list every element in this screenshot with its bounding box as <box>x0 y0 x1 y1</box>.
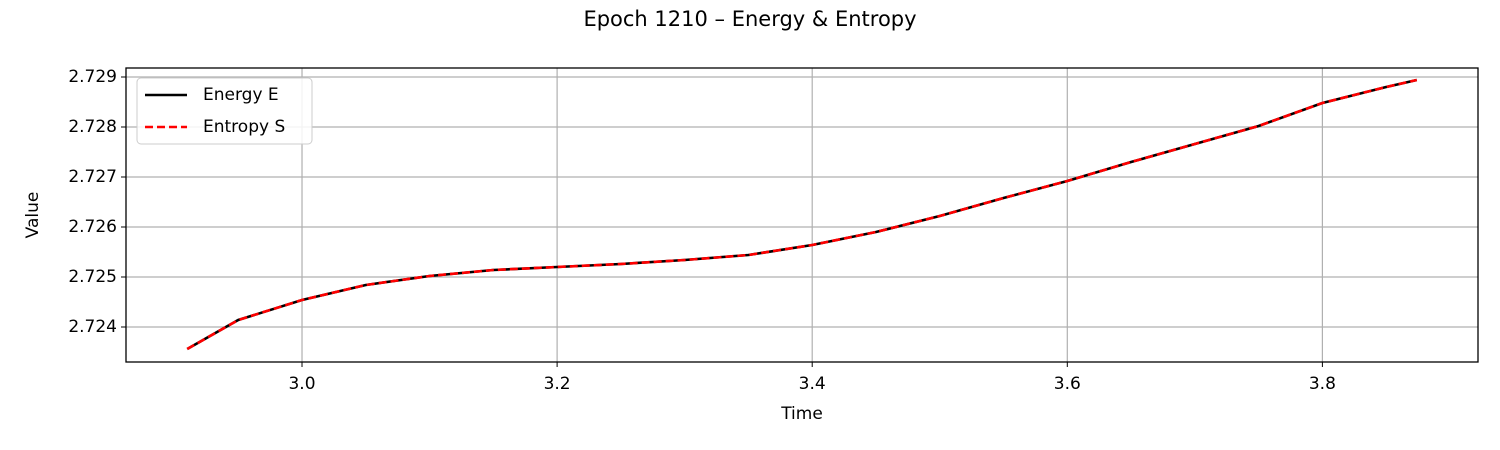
chart-title: Epoch 1210 – Energy & Entropy <box>583 7 916 31</box>
x-tick-label: 3.0 <box>288 374 315 394</box>
y-tick-label: 2.726 <box>68 217 117 237</box>
legend-label: Energy E <box>203 85 279 105</box>
y-tick-label: 2.728 <box>68 117 117 137</box>
x-tick-label: 3.6 <box>1054 374 1081 394</box>
plot-frame <box>125 67 1479 363</box>
data-line <box>186 78 1418 351</box>
y-tick-label: 2.729 <box>68 67 117 87</box>
y-tick-label: 2.727 <box>68 167 117 187</box>
y-tick-label: 2.724 <box>68 317 117 337</box>
y-axis-label: Value <box>23 192 43 239</box>
legend-label: Entropy S <box>203 117 285 137</box>
x-tick-label: 3.8 <box>1309 374 1336 394</box>
x-tick-label: 3.4 <box>799 374 826 394</box>
x-tick-label: 3.2 <box>544 374 571 394</box>
x-axis-label: Time <box>780 404 823 424</box>
y-tick-label: 2.725 <box>68 267 117 287</box>
